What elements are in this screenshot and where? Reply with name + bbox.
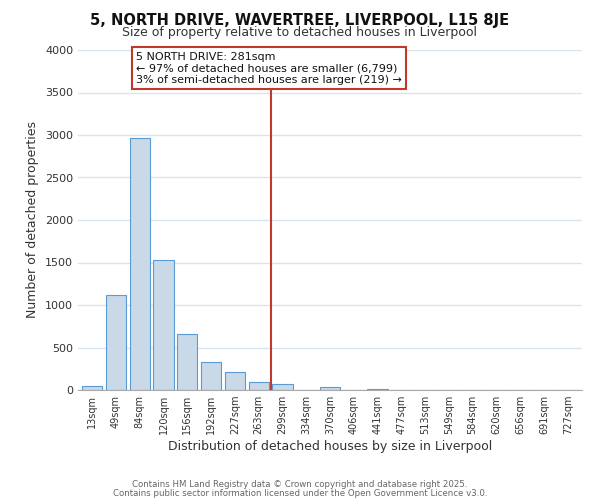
Text: Size of property relative to detached houses in Liverpool: Size of property relative to detached ho… (122, 26, 478, 39)
Bar (320, 388, 340, 390)
Y-axis label: Number of detached properties: Number of detached properties (26, 122, 40, 318)
Bar (367, 389, 388, 390)
Text: Contains HM Land Registry data © Crown copyright and database right 2025.: Contains HM Land Registry data © Crown c… (132, 480, 468, 489)
Text: 5 NORTH DRIVE: 281sqm
← 97% of detached houses are smaller (6,799)
3% of semi-de: 5 NORTH DRIVE: 281sqm ← 97% of detached … (136, 52, 402, 85)
Bar (272, 384, 293, 390)
Bar (130, 138, 150, 390)
Bar (82, 386, 103, 390)
Bar (106, 295, 126, 390)
Bar (154, 260, 173, 390)
X-axis label: Distribution of detached houses by size in Liverpool: Distribution of detached houses by size … (168, 440, 492, 453)
Text: Contains public sector information licensed under the Open Government Licence v3: Contains public sector information licen… (113, 488, 487, 498)
Text: 5, NORTH DRIVE, WAVERTREE, LIVERPOOL, L15 8JE: 5, NORTH DRIVE, WAVERTREE, LIVERPOOL, L1… (91, 12, 509, 28)
Bar (177, 334, 197, 390)
Bar (225, 372, 245, 390)
Bar (201, 362, 221, 390)
Bar (248, 382, 269, 390)
